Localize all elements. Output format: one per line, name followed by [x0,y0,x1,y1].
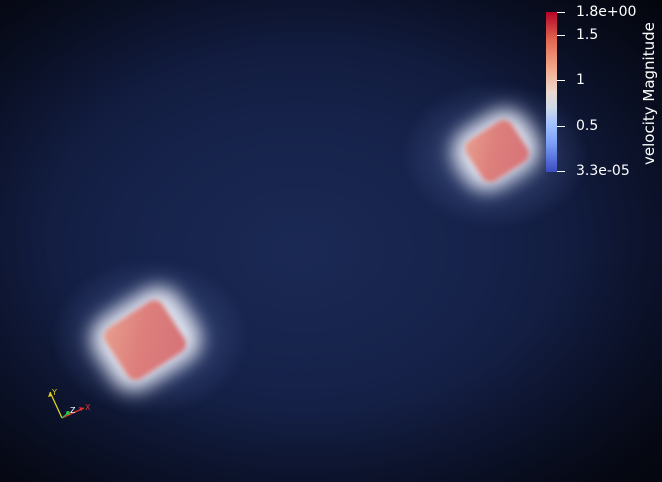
colorbar-tick [557,35,565,36]
x-axis-label: X [85,403,91,412]
colorbar-tick-label: 1.8e+00 [576,4,637,20]
z-axis-label: Z [70,406,76,415]
colorbar-tick [557,12,565,13]
colorbar-tick-label: 1.5 [576,27,599,43]
y-axis-arrow [48,392,52,397]
colorbar-tick-label: 0.5 [576,118,599,134]
colorbar-gradient [546,12,557,172]
colorbar-tick-label: 3.3e-05 [576,163,630,179]
colorbar-tick [557,80,565,81]
colorbar-tick-label: 1 [576,72,585,88]
colorbar-tick [557,126,565,127]
y-axis-line [49,391,63,419]
x-axis-line [61,407,85,419]
colorbar-title: velocity Magnitude [640,22,658,165]
x-axis-arrow [79,407,84,411]
y-axis-label: Y [51,388,57,397]
z-axis-arrow [66,411,70,415]
colorbar-tick [557,171,565,172]
orientation-axes: Y X Z [48,388,91,419]
